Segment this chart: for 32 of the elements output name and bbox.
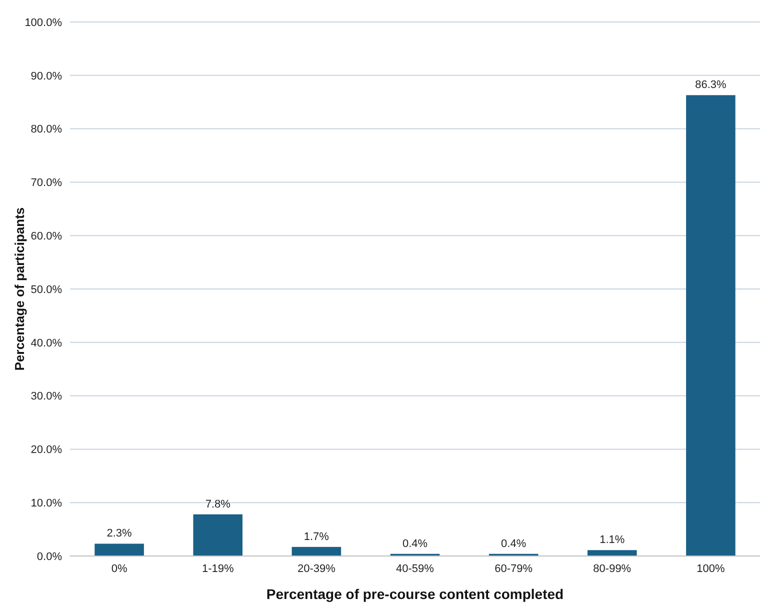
data-label: 1.1%: [600, 534, 625, 546]
data-label: 0.4%: [402, 538, 428, 550]
bar: [292, 546, 342, 556]
x-tick-label: 60-79%: [494, 563, 533, 575]
x-tick-label: 0%: [111, 563, 128, 575]
bar: [193, 514, 242, 556]
y-tick-label: 70.0%: [30, 177, 62, 190]
y-tick-label: 90.0%: [30, 70, 62, 82]
bar: [686, 95, 736, 556]
x-tick-label: 80-99%: [593, 563, 632, 575]
y-tick-label: 40.0%: [30, 337, 62, 350]
x-axis-title: Percentage of pre-course content completed: [266, 586, 564, 602]
y-axis-title: Percentage of participants: [12, 207, 27, 371]
y-tick-label: 80.0%: [30, 124, 62, 136]
x-tick-label: 40-59%: [396, 563, 434, 575]
bar: [588, 550, 637, 556]
x-tick-label: 1-19%: [202, 563, 234, 575]
y-tick-label: 50.0%: [30, 284, 62, 296]
x-tick-label: 20-39%: [297, 563, 336, 575]
y-tick-label: 100.0%: [24, 16, 62, 29]
data-label: 7.8%: [205, 498, 231, 510]
x-tick-label: 100%: [696, 563, 725, 575]
y-tick-label: 0.0%: [36, 550, 62, 563]
data-label: 1.7%: [304, 530, 330, 543]
bar: [94, 544, 144, 556]
data-label: 0.4%: [501, 538, 526, 550]
y-tick-label: 30.0%: [30, 390, 62, 403]
data-label: 86.3%: [695, 79, 727, 92]
data-label: 2.3%: [106, 528, 132, 540]
y-tick-label: 20.0%: [30, 444, 62, 456]
y-tick-label: 10.0%: [30, 497, 62, 510]
y-tick-label: 60.0%: [30, 230, 62, 242]
